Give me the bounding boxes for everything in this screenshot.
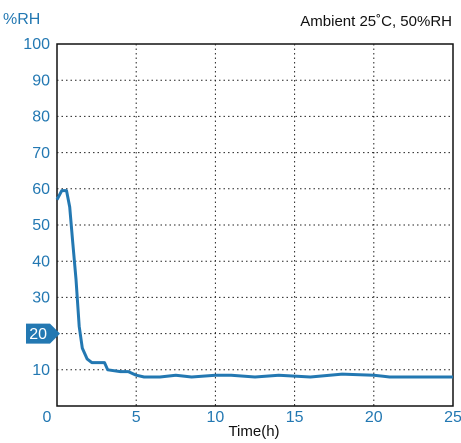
y-tick-label: 20 — [29, 326, 47, 343]
x-tick-label: 20 — [365, 409, 383, 426]
x-tick-label: 15 — [286, 409, 304, 426]
y-tick-label: 40 — [32, 253, 50, 270]
y-tick-label: 30 — [32, 290, 50, 307]
y-tick-label: 10 — [32, 362, 50, 379]
y-tick-label: 100 — [23, 36, 50, 53]
x-tick-label: 5 — [132, 409, 141, 426]
y-axis-label: %RH — [3, 11, 40, 28]
y-tick-label: 70 — [32, 145, 50, 162]
y-tick-label: 50 — [32, 217, 50, 234]
y-tick-label: 60 — [32, 181, 50, 198]
y-tick-label: 90 — [32, 72, 50, 89]
x-tick-label: 25 — [444, 409, 461, 426]
x-tick-label: 10 — [207, 409, 225, 426]
data-line — [55, 189, 453, 379]
x-tick-label: 0 — [43, 409, 52, 426]
y-tick-label: 80 — [32, 109, 50, 126]
annotation: Ambient 25˚C, 50%RH — [300, 13, 452, 30]
highlight-marker — [26, 323, 60, 344]
x-axis-label: Time(h) — [228, 423, 279, 440]
